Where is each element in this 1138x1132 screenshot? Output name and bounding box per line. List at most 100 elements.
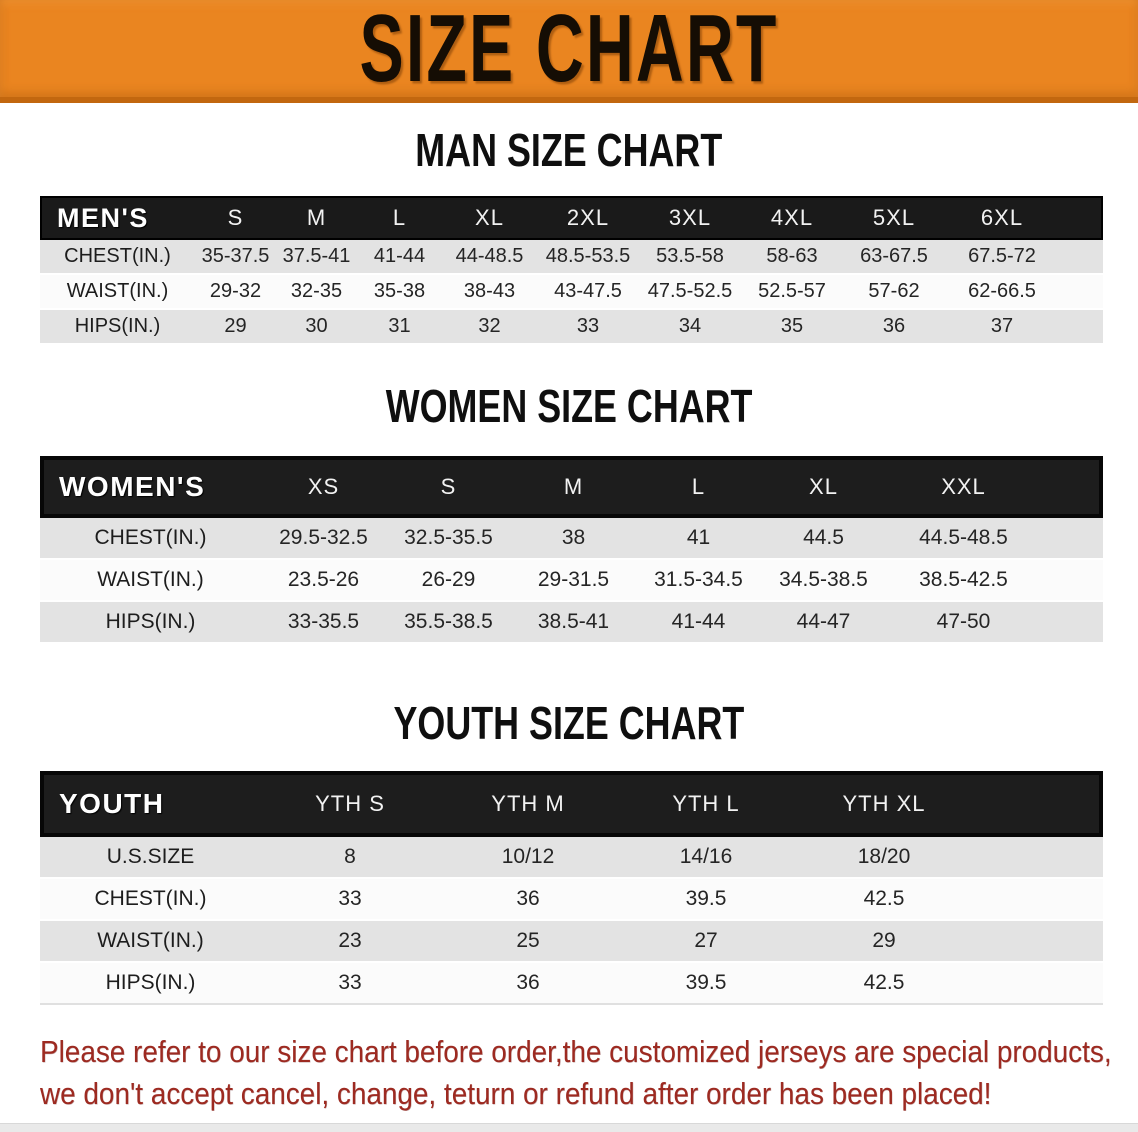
size-value: 23 [261,921,439,963]
row-filler [1059,240,1103,275]
size-value: 39.5 [617,963,795,1005]
size-value: 36 [439,879,617,921]
size-value: 41 [636,518,761,560]
size-value: 29.5-32.5 [261,518,386,560]
youth-header-row: YOUTH YTH S YTH M YTH L YTH XL [40,771,1103,837]
row-label: U.S.SIZE [40,837,261,879]
row-label: CHEST(IN.) [40,879,261,921]
row-filler [1041,560,1103,602]
row-label: WAIST(IN.) [40,560,261,602]
size-value: 29 [195,310,276,345]
row-filler [973,963,1103,1005]
size-value: 57-62 [843,275,945,310]
size-column-header: 2XL [537,196,639,240]
size-value: 29-32 [195,275,276,310]
women-size-heading: WOMEN SIZE CHART [385,380,753,432]
mens-header-row: MEN'S S M L XL 2XL 3XL 4XL 5XL 6XL [40,196,1103,240]
header-filler [1041,456,1103,518]
size-value: 34 [639,310,741,345]
size-value: 30 [276,310,357,345]
disclaimer-line-1: Please refer to our size chart before or… [40,1034,1112,1069]
row-label: CHEST(IN.) [40,240,195,275]
womens-size-table: WOMEN'S XS S M L XL XXL CHEST(IN.) 29.5-… [40,456,1103,644]
size-column-header: S [195,196,276,240]
size-value: 34.5-38.5 [761,560,886,602]
table-row: WAIST(IN.) 23.5-26 26-29 29-31.5 31.5-34… [40,560,1103,602]
size-column-header: XS [261,456,386,518]
size-value: 32 [442,310,537,345]
size-column-header: 6XL [945,196,1059,240]
youth-size-heading: YOUTH SIZE CHART [393,697,745,749]
size-value: 44.5 [761,518,886,560]
row-label: CHEST(IN.) [40,518,261,560]
size-column-header: YTH XL [795,771,973,837]
size-value: 62-66.5 [945,275,1059,310]
size-value: 43-47.5 [537,275,639,310]
size-value: 35-38 [357,275,442,310]
row-filler [1041,602,1103,644]
size-value: 38 [511,518,636,560]
table-row: CHEST(IN.) 29.5-32.5 32.5-35.5 38 41 44.… [40,518,1103,560]
size-value: 44-48.5 [442,240,537,275]
row-filler [973,879,1103,921]
header-filler [973,771,1103,837]
bottom-strip [0,1123,1138,1132]
youth-size-table: YOUTH YTH S YTH M YTH L YTH XL U.S.SIZE … [40,771,1103,1005]
womens-table-corner-label: WOMEN'S [40,456,261,518]
header-filler [1059,196,1103,240]
man-size-heading: MAN SIZE CHART [415,124,723,176]
banner-title: SIZE CHART [359,0,779,102]
size-column-header: M [511,456,636,518]
size-column-header: L [357,196,442,240]
size-value: 29-31.5 [511,560,636,602]
mens-size-table: MEN'S S M L XL 2XL 3XL 4XL 5XL 6XL CHEST… [40,196,1103,345]
size-value: 35-37.5 [195,240,276,275]
size-value: 32.5-35.5 [386,518,511,560]
size-value: 44.5-48.5 [886,518,1041,560]
youth-size-section: YOUTH SIZE CHART YOUTH YTH S YTH M YTH L… [0,700,1138,1005]
size-value: 31 [357,310,442,345]
size-value: 41-44 [357,240,442,275]
size-value: 10/12 [439,837,617,879]
size-column-header: 3XL [639,196,741,240]
size-value: 44-47 [761,602,886,644]
size-value: 38-43 [442,275,537,310]
size-value: 53.5-58 [639,240,741,275]
size-value: 14/16 [617,837,795,879]
size-value: 36 [439,963,617,1005]
row-label: HIPS(IN.) [40,310,195,345]
size-column-header: 4XL [741,196,843,240]
size-value: 33 [261,879,439,921]
table-row: WAIST(IN.) 23 25 27 29 [40,921,1103,963]
size-column-header: XL [761,456,886,518]
size-value: 8 [261,837,439,879]
size-value: 38.5-42.5 [886,560,1041,602]
table-row: HIPS(IN.) 33 36 39.5 42.5 [40,963,1103,1005]
disclaimer-line-2: we don't accept cancel, change, teturn o… [40,1076,992,1111]
table-row: CHEST(IN.) 33 36 39.5 42.5 [40,879,1103,921]
size-value: 25 [439,921,617,963]
table-row: U.S.SIZE 8 10/12 14/16 18/20 [40,837,1103,879]
size-value: 36 [843,310,945,345]
size-value: 26-29 [386,560,511,602]
size-value: 37.5-41 [276,240,357,275]
row-filler [1059,310,1103,345]
table-row: HIPS(IN.) 29 30 31 32 33 34 35 36 37 [40,310,1103,345]
women-size-section: WOMEN SIZE CHART WOMEN'S XS S M L XL XXL… [0,383,1138,644]
womens-header-row: WOMEN'S XS S M L XL XXL [40,456,1103,518]
size-column-header: M [276,196,357,240]
size-value: 37 [945,310,1059,345]
size-value: 47-50 [886,602,1041,644]
size-column-header: 5XL [843,196,945,240]
size-value: 33-35.5 [261,602,386,644]
table-row: WAIST(IN.) 29-32 32-35 35-38 38-43 43-47… [40,275,1103,310]
size-value: 41-44 [636,602,761,644]
size-column-header: YTH L [617,771,795,837]
size-value: 38.5-41 [511,602,636,644]
row-filler [1041,518,1103,560]
size-value: 39.5 [617,879,795,921]
women-size-heading-wrap: WOMEN SIZE CHART [0,383,1138,429]
row-label: HIPS(IN.) [40,963,261,1005]
size-column-header: YTH M [439,771,617,837]
size-value: 33 [261,963,439,1005]
